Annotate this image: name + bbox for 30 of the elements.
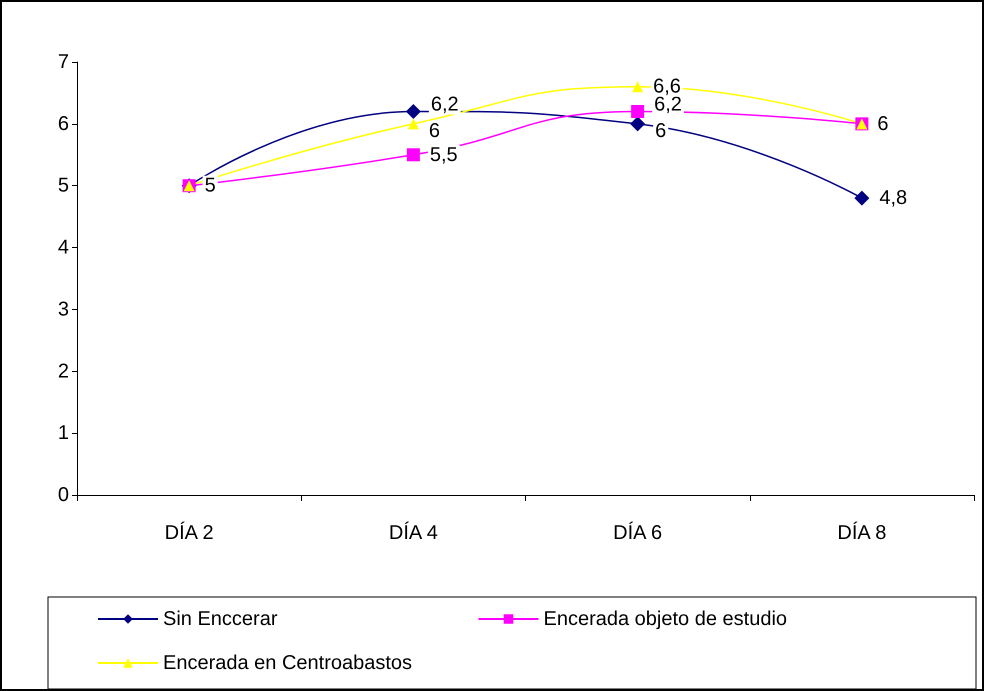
data-label: 6,6	[653, 76, 681, 98]
x-tick-label: DÍA 8	[837, 521, 886, 544]
legend-label: Encerada objeto de estudio	[543, 608, 788, 630]
point	[854, 190, 870, 206]
y-tick-label: 1	[58, 422, 69, 444]
data-label: 5	[204, 174, 216, 197]
point	[631, 104, 644, 118]
y-tick-label: 0	[58, 484, 69, 506]
data-label: 6	[877, 112, 888, 135]
y-tick-label: 2	[58, 360, 69, 382]
legend-label: Sin Enccerar	[163, 608, 278, 630]
x-tick-label: DÍA 2	[164, 521, 214, 544]
point	[632, 81, 644, 92]
data-label: 6,2	[430, 93, 459, 116]
y-tick-label: 6	[58, 112, 69, 135]
data-label: 6	[655, 120, 666, 142]
y-tick-label: 3	[58, 298, 69, 320]
x-tick-label: DÍA 6	[613, 521, 662, 544]
point	[406, 148, 420, 162]
point	[406, 104, 421, 119]
data-label: 5,5	[430, 144, 458, 166]
y-tick-label: 5	[58, 174, 69, 197]
data-label: 6	[428, 120, 440, 142]
y-tick-label: 7	[58, 51, 69, 73]
data-label: 4,8	[879, 187, 908, 210]
legend-label: Encerada en Centroabastos	[163, 652, 412, 674]
x-tick-label: DÍA 4	[388, 521, 438, 544]
point	[408, 118, 419, 130]
point	[630, 116, 646, 132]
y-tick-label: 4	[58, 236, 69, 259]
